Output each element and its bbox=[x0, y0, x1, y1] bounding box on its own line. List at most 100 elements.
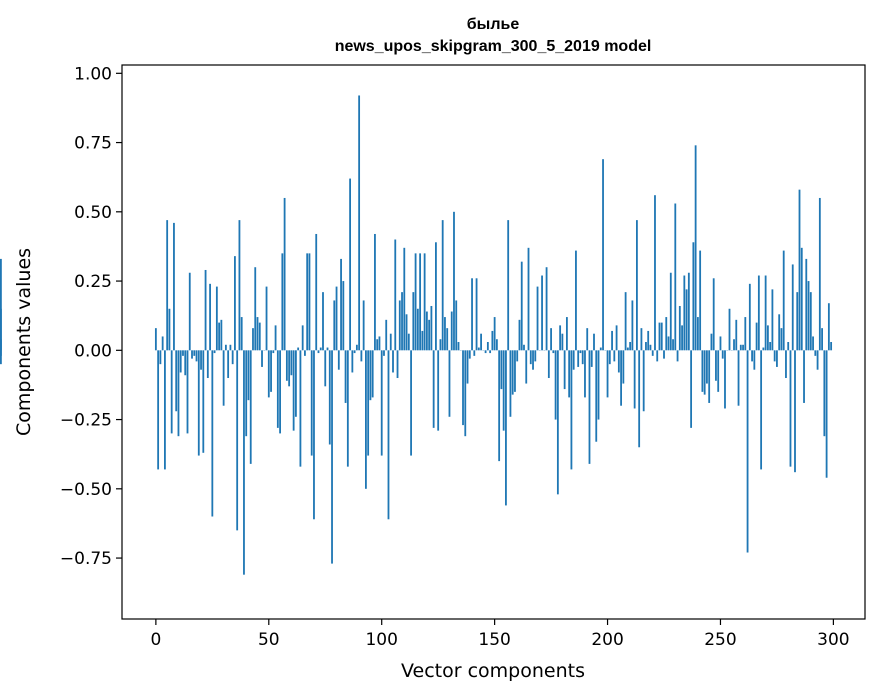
bar bbox=[337, 350, 340, 370]
bar bbox=[590, 350, 593, 367]
bar bbox=[353, 350, 356, 354]
bar bbox=[317, 350, 320, 354]
x-tick-label: 200 bbox=[591, 630, 623, 650]
bar bbox=[416, 308, 419, 351]
bar bbox=[346, 350, 349, 467]
bar bbox=[744, 317, 747, 351]
bar bbox=[500, 350, 503, 390]
bar bbox=[672, 339, 674, 351]
bar bbox=[195, 350, 198, 362]
bar bbox=[760, 350, 763, 470]
bar bbox=[213, 350, 216, 354]
bar bbox=[243, 350, 245, 575]
bar bbox=[405, 314, 408, 351]
bar bbox=[159, 350, 162, 365]
bar bbox=[193, 350, 196, 356]
bar bbox=[651, 350, 654, 356]
bar bbox=[450, 311, 453, 351]
bar bbox=[308, 253, 311, 351]
bar bbox=[712, 278, 715, 351]
bar bbox=[430, 305, 433, 351]
bar bbox=[191, 350, 193, 359]
bar bbox=[719, 336, 722, 351]
bar bbox=[794, 350, 796, 473]
bar bbox=[502, 350, 505, 431]
bar bbox=[563, 350, 566, 390]
bar bbox=[197, 350, 200, 456]
bar bbox=[570, 350, 573, 470]
bar bbox=[238, 220, 241, 351]
bar-series bbox=[0, 95, 833, 575]
bar bbox=[545, 267, 548, 351]
bar bbox=[746, 350, 749, 553]
bar bbox=[215, 286, 218, 351]
bar bbox=[696, 317, 699, 351]
bar bbox=[529, 350, 532, 365]
bar bbox=[703, 350, 706, 395]
bar bbox=[575, 250, 577, 351]
bar bbox=[595, 350, 598, 442]
bar bbox=[374, 233, 376, 351]
bar bbox=[812, 336, 814, 351]
bar bbox=[771, 289, 774, 351]
bar bbox=[292, 350, 295, 431]
bar bbox=[306, 253, 309, 351]
bar bbox=[617, 350, 620, 373]
y-tick-label: −0.50 bbox=[60, 480, 112, 500]
bar bbox=[588, 350, 591, 464]
bar bbox=[586, 328, 589, 351]
bar bbox=[340, 258, 342, 351]
bar bbox=[439, 339, 442, 351]
bar bbox=[371, 350, 374, 398]
bar bbox=[468, 350, 471, 359]
bar bbox=[344, 350, 347, 403]
bar bbox=[748, 283, 751, 351]
bar bbox=[351, 350, 354, 373]
bar bbox=[204, 269, 207, 351]
bar bbox=[552, 350, 555, 354]
bar bbox=[762, 347, 765, 351]
bar bbox=[294, 350, 297, 417]
bar bbox=[818, 197, 821, 351]
x-tick-label: 300 bbox=[817, 630, 849, 650]
bar bbox=[809, 292, 812, 351]
bar bbox=[547, 350, 550, 379]
bar bbox=[554, 350, 557, 420]
bar bbox=[787, 342, 790, 351]
bar bbox=[288, 350, 291, 387]
bar bbox=[173, 222, 175, 351]
bar bbox=[466, 350, 469, 384]
bar bbox=[0, 350, 2, 365]
bar bbox=[392, 350, 394, 373]
bar bbox=[556, 350, 559, 495]
x-tick-label: 150 bbox=[478, 630, 510, 650]
bar bbox=[640, 328, 643, 351]
bar bbox=[782, 250, 785, 351]
bar bbox=[414, 253, 417, 351]
bar bbox=[724, 350, 726, 409]
bar bbox=[471, 278, 473, 351]
bar bbox=[620, 350, 622, 406]
bar bbox=[331, 350, 333, 564]
bar bbox=[231, 350, 234, 365]
bar bbox=[247, 350, 250, 401]
bar bbox=[240, 317, 243, 351]
bar bbox=[728, 308, 731, 351]
bar bbox=[380, 350, 383, 456]
bar bbox=[780, 328, 783, 351]
bar bbox=[706, 350, 708, 384]
bar bbox=[304, 350, 306, 356]
bar bbox=[475, 278, 478, 351]
bar bbox=[177, 350, 180, 437]
bar bbox=[342, 281, 345, 351]
bar bbox=[175, 350, 178, 412]
bar bbox=[798, 189, 801, 351]
bar bbox=[202, 350, 205, 453]
bar bbox=[285, 350, 288, 381]
x-tick-label: 50 bbox=[258, 630, 280, 650]
bar bbox=[511, 350, 514, 395]
bar bbox=[168, 308, 171, 351]
bar bbox=[389, 333, 392, 351]
bar bbox=[597, 350, 600, 420]
bar bbox=[182, 350, 184, 356]
